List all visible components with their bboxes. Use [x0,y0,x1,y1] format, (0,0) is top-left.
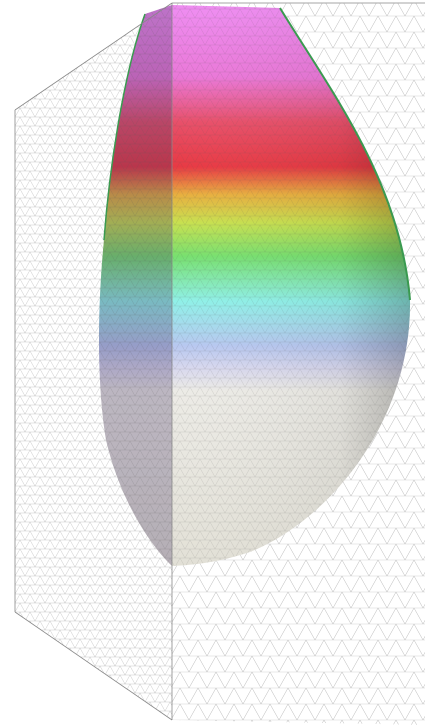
box-edges [14,2,425,721]
contact-line [279,7,411,301]
contact-line [103,13,146,241]
bottom-left-edge [14,611,173,721]
top-left-edge [14,2,173,111]
